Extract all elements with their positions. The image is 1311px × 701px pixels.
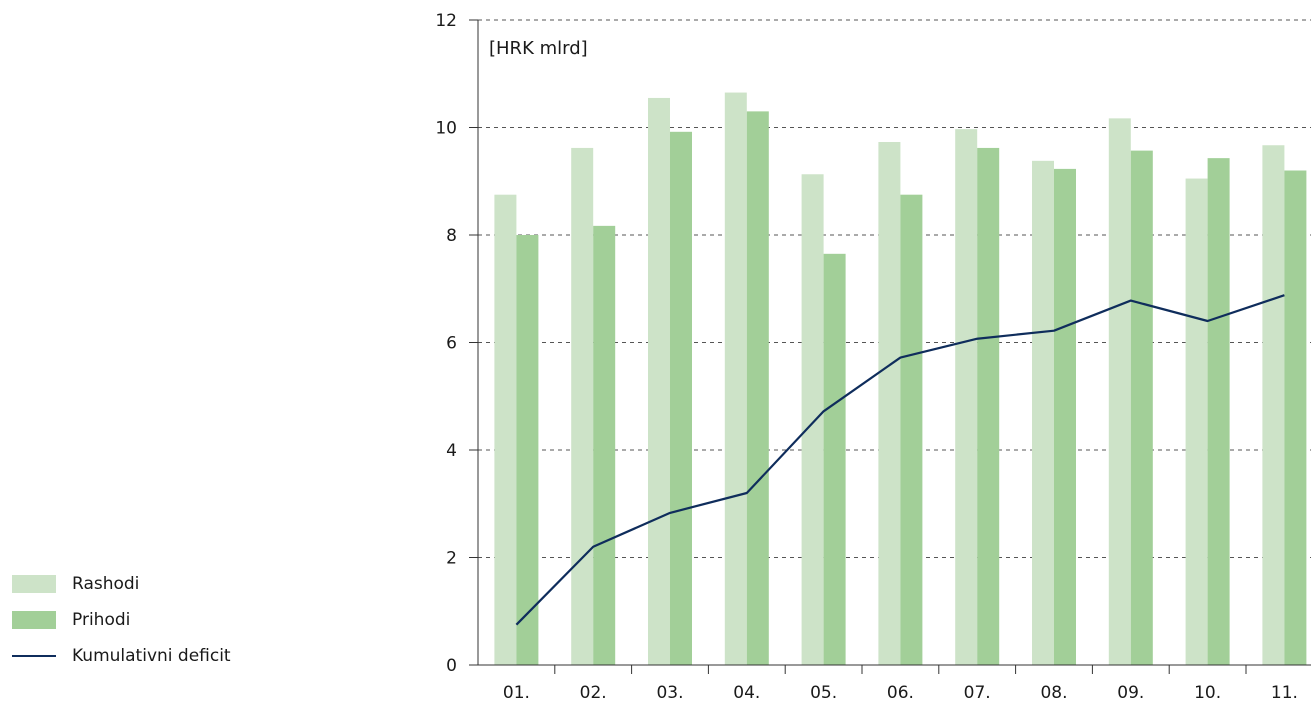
bar-prihodi-11 xyxy=(1284,170,1307,665)
bar-rashodi-3 xyxy=(648,97,670,665)
x-tick-label: 02. xyxy=(580,683,607,701)
x-tick-label: 01. xyxy=(503,683,530,701)
x-tick-label: 04. xyxy=(733,683,760,701)
legend-label-prihodi: Prihodi xyxy=(72,610,131,630)
x-tick-label: 07. xyxy=(964,683,991,701)
legend-item-prihodi: Prihodi xyxy=(12,608,231,632)
legend-label-kumulativni-deficit: Kumulativni deficit xyxy=(72,646,231,666)
legend-swatch-rashodi xyxy=(12,575,56,593)
bar-prihodi-1 xyxy=(516,235,539,665)
legend-swatch-prihodi xyxy=(12,611,56,629)
bar-rashodi-5 xyxy=(801,174,824,665)
y-tick-label: 4 xyxy=(446,441,457,461)
legend-line-kumulativni-deficit xyxy=(12,655,56,657)
bars xyxy=(494,92,1307,666)
cumulative-deficit-series xyxy=(515,294,1285,626)
x-tick-label: 09. xyxy=(1117,683,1144,701)
x-tick-label: 08. xyxy=(1040,683,1067,701)
bar-rashodi-11 xyxy=(1262,145,1285,666)
legend-item-rashodi: Rashodi xyxy=(12,572,231,596)
bar-prihodi-10 xyxy=(1207,158,1230,665)
x-tick-label: 11. xyxy=(1271,683,1298,701)
bar-prihodi-2 xyxy=(593,225,616,666)
y-tick-label: 6 xyxy=(446,334,457,354)
legend-item-kumulativni-deficit: Kumulativni deficit xyxy=(12,644,231,668)
bar-prihodi-3 xyxy=(670,131,692,666)
bar-rashodi-2 xyxy=(571,147,594,666)
bar-prihodi-8 xyxy=(1054,168,1076,665)
unit-label: [HRK mlrd] xyxy=(489,38,588,59)
bar-prihodi-9 xyxy=(1130,150,1153,666)
x-tick-label: 06. xyxy=(887,683,914,701)
x-tick-label: 03. xyxy=(656,683,683,701)
bar-rashodi-6 xyxy=(878,142,901,665)
legend-label-rashodi: Rashodi xyxy=(72,574,140,594)
bar-rashodi-1 xyxy=(494,194,517,665)
y-tick-label: 8 xyxy=(446,226,457,246)
bar-rashodi-4 xyxy=(724,92,747,665)
x-tick-label: 10. xyxy=(1194,683,1221,701)
axes xyxy=(477,20,1311,666)
y-tick-label: 2 xyxy=(446,549,457,569)
y-tick-label: 0 xyxy=(446,656,457,676)
bar-prihodi-4 xyxy=(746,111,769,665)
bar-rashodi-7 xyxy=(955,129,978,666)
y-tick-label: 10 xyxy=(435,119,457,139)
legend: Rashodi Prihodi Kumulativni deficit xyxy=(12,572,231,668)
tick-labels: 0 2 4 6 8 10 12 01. 02. 03. 04. 05. 06. 07. 08. 09. 10. 1… xyxy=(435,11,1298,701)
bar-rashodi-10 xyxy=(1185,178,1208,665)
bar-prihodi-7 xyxy=(977,147,1000,666)
bar-prihodi-5 xyxy=(823,253,846,665)
bar-rashodi-9 xyxy=(1108,118,1131,666)
y-tick-label: 12 xyxy=(435,11,457,31)
bar-rashodi-8 xyxy=(1032,160,1054,665)
x-tick-label: 05. xyxy=(810,683,837,701)
bar-prihodi-6 xyxy=(900,194,923,665)
